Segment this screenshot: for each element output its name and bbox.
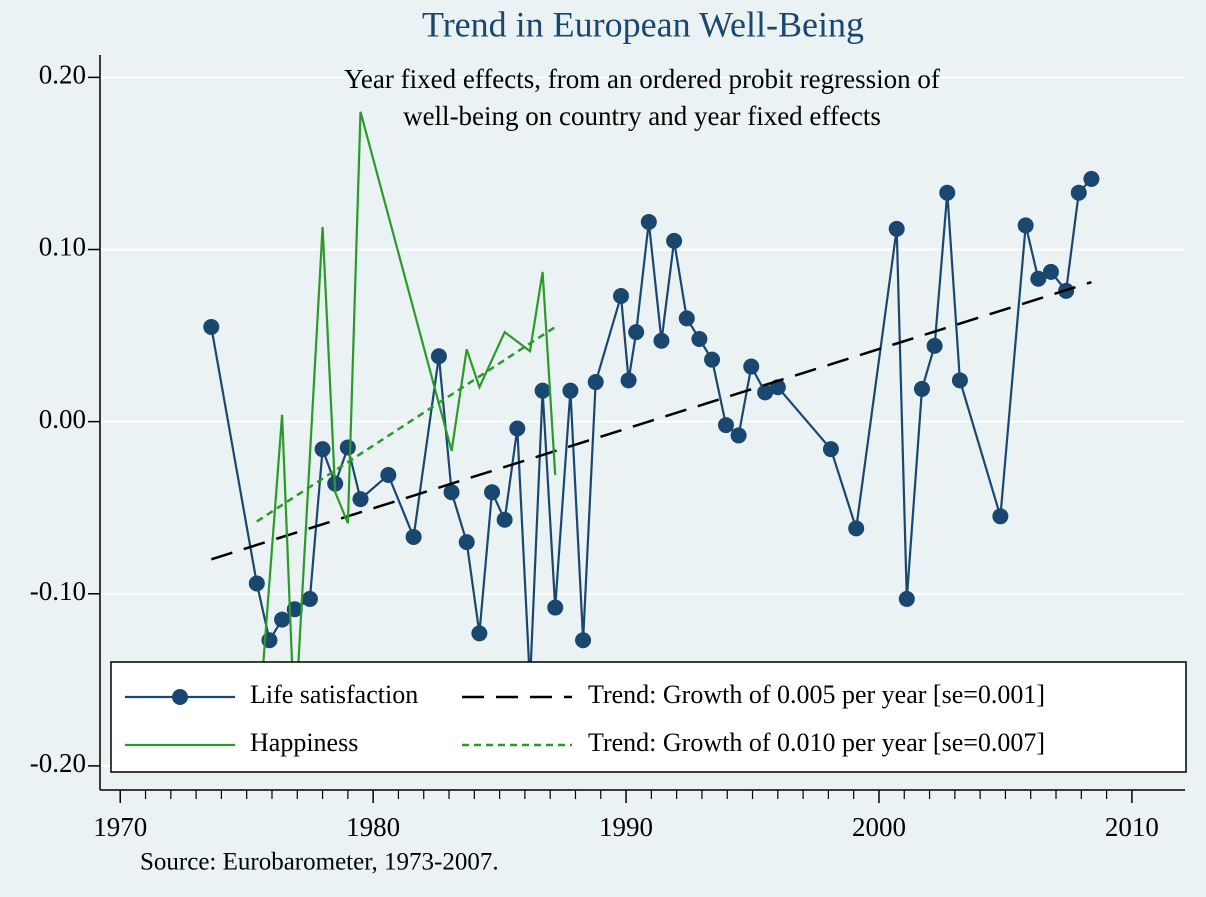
data-point xyxy=(484,484,501,501)
legend-box xyxy=(110,661,1187,773)
data-point xyxy=(992,508,1009,525)
data-point xyxy=(913,380,930,397)
data-point xyxy=(653,332,670,349)
data-point xyxy=(471,625,488,642)
data-point xyxy=(509,420,526,437)
data-point xyxy=(430,348,447,365)
data-point xyxy=(380,467,397,483)
data-point xyxy=(562,382,579,399)
source-note: Source: Eurobarometer, 1973-2007. xyxy=(140,849,499,876)
series-line xyxy=(210,178,1093,684)
data-point xyxy=(678,310,695,327)
data-point xyxy=(1030,270,1047,287)
series-line xyxy=(256,325,556,523)
data-point xyxy=(620,372,637,389)
data-point xyxy=(822,441,839,458)
data-point xyxy=(704,351,721,368)
data-point xyxy=(458,534,475,551)
data-point xyxy=(951,372,968,389)
data-point xyxy=(203,318,220,335)
x-tick-label: 1970 xyxy=(93,812,147,842)
data-point xyxy=(248,575,265,592)
series-line xyxy=(210,281,1092,561)
data-point xyxy=(575,632,592,649)
data-point xyxy=(443,484,460,501)
data-point xyxy=(848,520,865,537)
x-tick-label: 2000 xyxy=(852,812,906,842)
y-tick-label: 0.20 xyxy=(39,60,86,90)
x-tick-label: 1990 xyxy=(599,812,653,842)
data-point xyxy=(534,382,551,399)
data-point xyxy=(898,590,915,607)
legend-label: Trend: Growth of 0.010 per year [se=0.00… xyxy=(588,728,1045,757)
data-point xyxy=(496,511,513,528)
data-point xyxy=(730,427,747,444)
data-point xyxy=(613,287,630,304)
series-line xyxy=(255,111,557,749)
legend-label: Life satisfaction xyxy=(250,680,418,709)
data-point xyxy=(314,441,331,458)
y-tick-label: 0.10 xyxy=(39,232,86,262)
data-point xyxy=(587,374,604,391)
data-point xyxy=(339,439,356,456)
data-point xyxy=(547,599,564,616)
legend-label: Trend: Growth of 0.005 per year [se=0.00… xyxy=(588,680,1045,709)
x-tick-label: 2010 xyxy=(1105,812,1159,842)
data-point xyxy=(274,611,291,628)
annotation: well-being on country and year fixed eff… xyxy=(403,101,881,131)
y-tick-label: -0.20 xyxy=(30,748,86,778)
data-point xyxy=(1042,263,1059,280)
data-point xyxy=(757,384,774,401)
x-tick-label: 1980 xyxy=(346,812,400,842)
data-point xyxy=(1083,170,1100,187)
y-tick-label: -0.10 xyxy=(30,576,86,606)
data-point xyxy=(352,491,369,508)
data-point xyxy=(717,417,734,434)
data-point xyxy=(939,184,956,201)
data-point xyxy=(926,337,943,354)
data-point xyxy=(691,331,708,348)
data-point xyxy=(888,220,905,237)
annotation: Year fixed effects, from an ordered prob… xyxy=(344,64,940,94)
data-point xyxy=(628,324,645,341)
data-point xyxy=(301,590,318,607)
data-point xyxy=(640,213,657,230)
legend-label: Happiness xyxy=(250,728,358,757)
chart-title: Trend in European Well-Being xyxy=(422,4,864,44)
data-point xyxy=(743,358,760,375)
data-point xyxy=(1070,184,1087,201)
data-point xyxy=(666,232,683,249)
data-point xyxy=(1017,217,1034,234)
data-point xyxy=(405,528,422,545)
y-tick-label: 0.00 xyxy=(39,404,86,434)
legend-marker xyxy=(172,689,188,705)
